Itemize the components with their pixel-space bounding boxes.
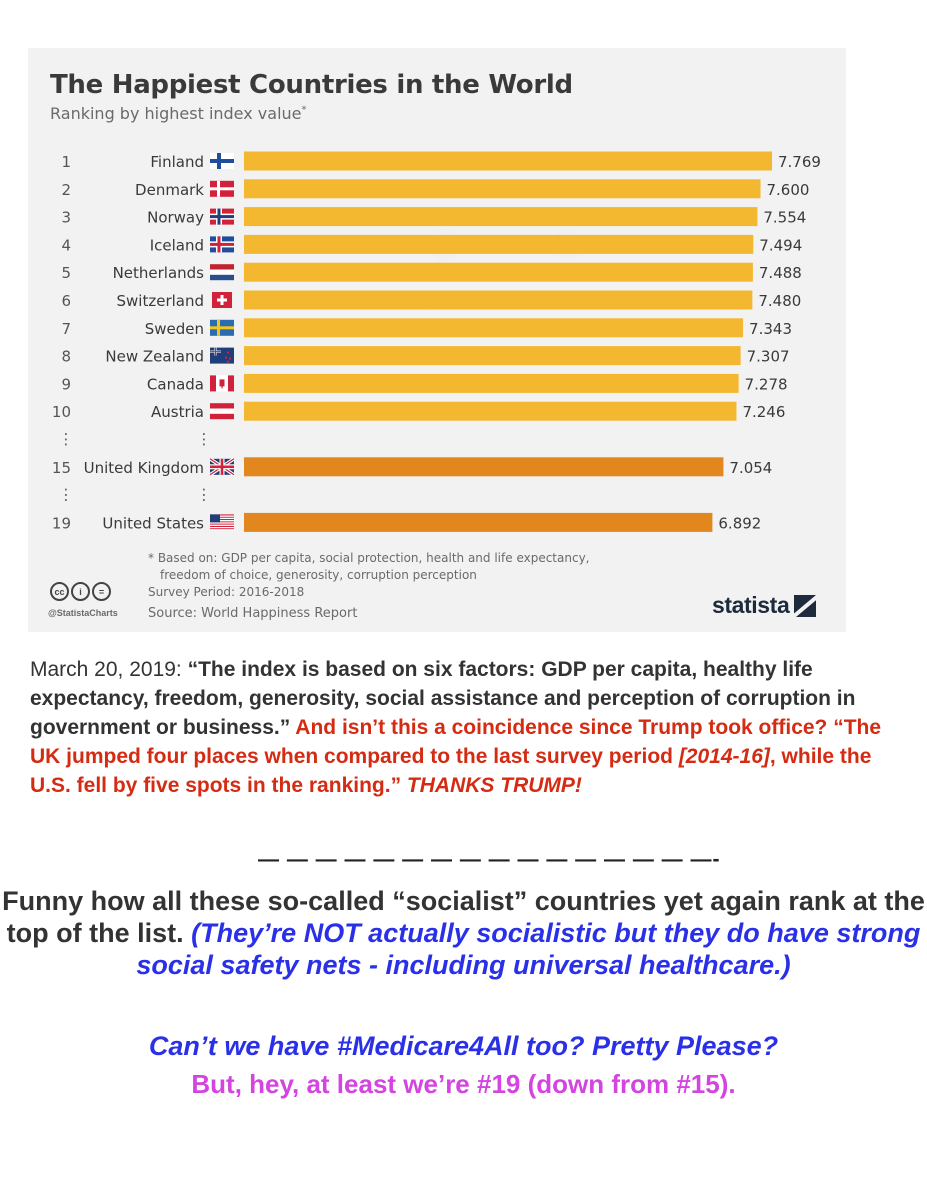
rank-label-finland: 1: [61, 153, 71, 171]
chart-panel: [28, 48, 846, 632]
country-label-sweden: Sweden: [145, 320, 204, 338]
bar-switzerland: [244, 290, 753, 310]
country-label-canada: Canada: [147, 375, 204, 393]
footnote-line-2: freedom of choice, generosity, corruptio…: [160, 568, 477, 582]
country-label-united-kingdom: United Kingdom: [84, 459, 204, 477]
divider-line: — — — — — — — — — — — — — — — —-: [258, 848, 721, 871]
value-label-united-states: 6.892: [718, 514, 761, 532]
caption-paragraph-1: March 20, 2019: “The index is based on s…: [30, 655, 910, 800]
country-label-united-states: United States: [102, 514, 204, 532]
rank-label-norway: 3: [61, 209, 71, 227]
license-icons: cc i =: [50, 582, 111, 601]
bar-united-kingdom: [244, 457, 724, 477]
value-label-austria: 7.246: [742, 403, 785, 421]
gap-ellipsis-rank: ⋮: [59, 486, 74, 504]
netherlands-flag-icon: [210, 264, 234, 281]
caption-thanks: THANKS TRUMP!: [406, 774, 582, 797]
country-label-norway: Norway: [147, 209, 204, 227]
norway-flag-icon: [210, 208, 234, 225]
value-label-iceland: 7.494: [759, 236, 802, 254]
statista-wordmark: statista: [712, 592, 790, 618]
gap-ellipsis-rank: ⋮: [59, 430, 74, 448]
value-label-switzerland: 7.480: [758, 292, 801, 310]
bar-chart: 7.769 1 Finland 7.600 2 Denmark 7.554 3 Norway 7.…: [51, 151, 821, 533]
country-label-denmark: Denmark: [135, 181, 204, 199]
footnote-line-1: * Based on: GDP per capita, social prote…: [148, 551, 590, 565]
caption-paragraph-2: Funny how all these so-called “socialist…: [0, 885, 927, 981]
rank-label-netherlands: 5: [61, 264, 71, 282]
caption-safety-nets-text: (They’re NOT actually socialistic but th…: [136, 918, 921, 980]
canada-flag-icon: [210, 375, 234, 392]
sweden-flag-icon: [210, 319, 234, 336]
gap-ellipsis-country: ⋮: [197, 486, 212, 504]
chart-subtitle: Ranking by highest index value*: [50, 104, 307, 123]
rank-label-switzerland: 6: [61, 292, 71, 310]
new-zealand-flag-icon: [210, 347, 234, 364]
rank-label-united-kingdom: 15: [52, 459, 71, 477]
rank-label-sweden: 7: [61, 320, 71, 338]
uk-flag-icon: [209, 457, 235, 477]
austria-flag-icon: [210, 403, 234, 420]
value-label-united-kingdom: 7.054: [729, 459, 772, 477]
value-label-denmark: 7.600: [767, 181, 810, 199]
rank-label-denmark: 2: [61, 181, 71, 199]
rank-label-austria: 10: [52, 403, 71, 421]
country-label-iceland: Iceland: [150, 236, 204, 254]
bar-canada: [244, 373, 739, 393]
bar-sweden: [244, 318, 744, 338]
attribution-icon: i: [71, 582, 90, 601]
rank-label-united-states: 19: [52, 514, 71, 532]
value-label-norway: 7.554: [763, 209, 806, 227]
value-label-new-zealand: 7.307: [747, 348, 790, 366]
denmark-flag-icon: [210, 180, 234, 197]
statista-logo: statista: [712, 592, 817, 619]
value-label-sweden: 7.343: [749, 320, 792, 338]
switzerland-flag-icon: [212, 292, 232, 308]
country-label-new-zealand: New Zealand: [105, 348, 204, 366]
statista-handle: @StatistaCharts: [48, 608, 118, 618]
value-label-canada: 7.278: [745, 375, 788, 393]
us-flag-icon: [210, 514, 234, 531]
caption-date: March 20, 2019:: [30, 658, 188, 681]
caption-red-italic: [2014-16]: [678, 745, 770, 768]
country-label-finland: Finland: [150, 153, 204, 171]
bar-austria: [244, 401, 737, 421]
bar-norway: [244, 207, 758, 227]
bar-iceland: [244, 234, 754, 254]
statista-mark-icon: [794, 594, 817, 617]
creative-commons-icon: cc: [50, 582, 69, 601]
chart-subtitle-text: Ranking by highest index value: [50, 104, 302, 123]
finland-flag-icon: [210, 153, 234, 169]
caption-socialist-text: Funny how all these so-called “socialist…: [2, 886, 925, 948]
rank-label-iceland: 4: [61, 236, 71, 254]
caption-red-1: And isn’t this a coincidence since Trump…: [30, 716, 882, 768]
country-label-netherlands: Netherlands: [113, 264, 205, 282]
subtitle-asterisk: *: [301, 104, 307, 116]
value-label-netherlands: 7.488: [759, 264, 802, 282]
bar-new-zealand: [244, 346, 741, 366]
gap-ellipsis-country: ⋮: [197, 430, 212, 448]
no-derivatives-icon: =: [92, 582, 111, 601]
bar-united-states: [244, 512, 713, 532]
bar-finland: [244, 151, 772, 171]
bar-netherlands: [244, 262, 753, 282]
caption-medicare: Can’t we have #Medicare4All too? Pretty …: [148, 1031, 779, 1061]
rank-label-canada: 9: [61, 375, 71, 393]
caption-rank-note: But, hey, at least we’re #19 (down from …: [191, 1069, 736, 1099]
chart-title: The Happiest Countries in the World: [50, 70, 573, 100]
caption-red-2: , while the U.S. fell by five spots in t…: [30, 745, 872, 797]
caption-quote: “The index is based on six factors: GDP …: [30, 658, 856, 739]
survey-period: Survey Period: 2016-2018: [148, 585, 305, 599]
country-label-switzerland: Switzerland: [117, 292, 205, 310]
iceland-flag-icon: [210, 236, 234, 253]
bar-denmark: [244, 179, 761, 199]
value-label-finland: 7.769: [778, 153, 821, 171]
country-label-austria: Austria: [151, 403, 204, 421]
rank-label-new-zealand: 8: [61, 348, 71, 366]
source-line: Source: World Happiness Report: [148, 606, 358, 621]
